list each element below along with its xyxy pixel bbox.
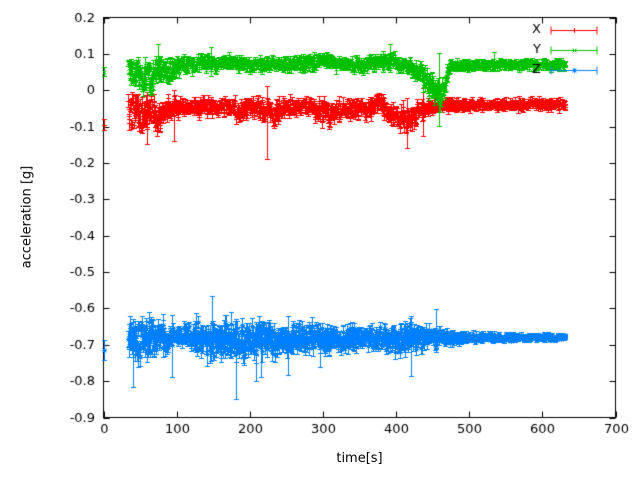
x-axis-label: time[s] bbox=[336, 451, 383, 466]
y-axis-label: acceleration [g] bbox=[19, 165, 35, 269]
